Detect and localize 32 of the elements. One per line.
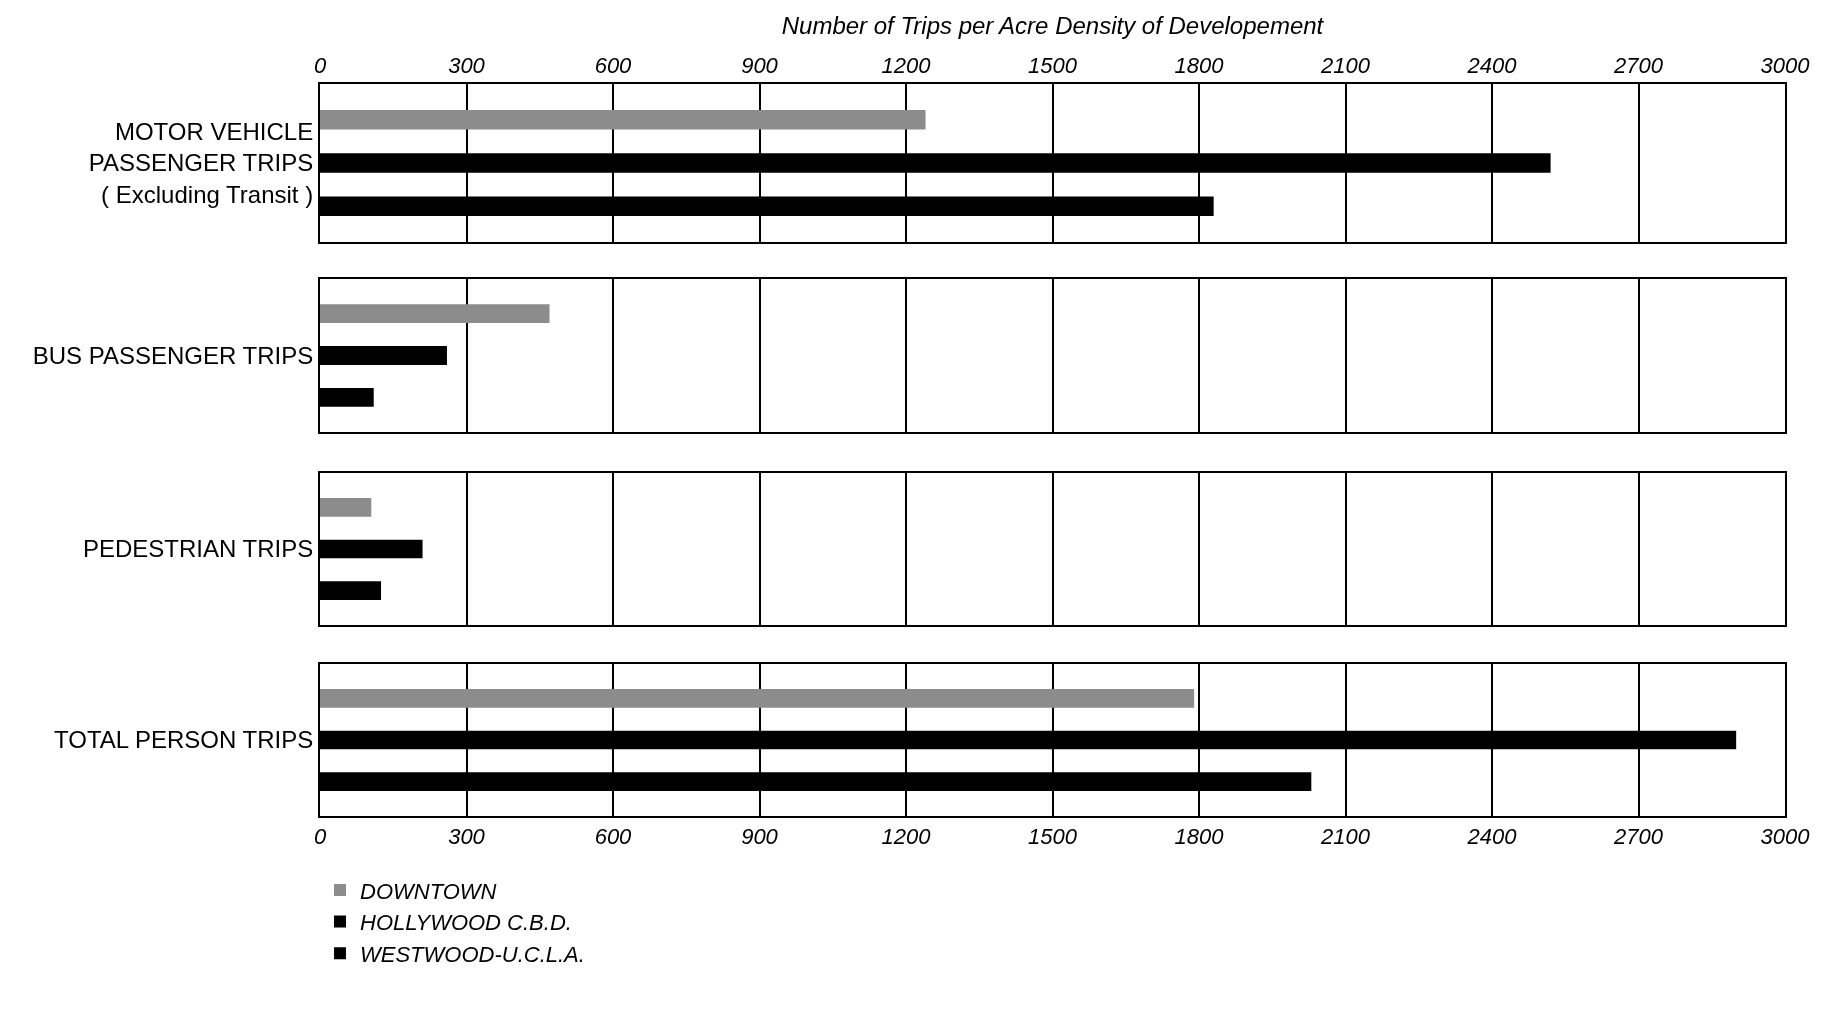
x-tick-label: 1200 (881, 824, 932, 850)
x-tick-label: 2700 (1613, 824, 1664, 850)
x-tick-label: 600 (594, 824, 633, 850)
bar (320, 110, 926, 130)
y-tick-label: BUS PASSENGER TRIPS (32, 341, 314, 369)
x-tick-label: 1800 (1174, 53, 1225, 79)
legend-label: WESTWOOD-U.C.L.A. (360, 941, 585, 967)
y-tick-label: TOTAL PERSON TRIPS (54, 726, 314, 754)
legend-label: DOWNTOWN (360, 878, 497, 904)
x-tick-label: 1200 (881, 53, 932, 79)
x-tick-label: 300 (448, 824, 486, 850)
x-tick-label: 0 (313, 53, 327, 79)
x-tick-label: 0 (313, 824, 327, 850)
x-tick-label: 600 (594, 53, 633, 79)
x-tick-label: 1500 (1028, 824, 1078, 850)
x-tick-label: 3000 (1760, 53, 1811, 79)
x-tick-label: 1500 (1028, 53, 1078, 79)
y-tick-label: MOTOR VEHICLE PASSENGER TRIPS ( Excluding Transit ) (88, 118, 314, 208)
x-tick-label: 2400 (1466, 53, 1518, 79)
bar (320, 689, 1195, 708)
x-tick-label: 1800 (1174, 824, 1225, 850)
x-tick-label: 900 (741, 824, 779, 850)
legend-label: HOLLYWOOD C.B.D. (360, 910, 572, 936)
x-tick-label: 2100 (1320, 824, 1371, 850)
x-tick-label: 2400 (1466, 824, 1518, 850)
x-tick-label: 2100 (1320, 53, 1371, 79)
x-tick-label: 2700 (1613, 53, 1664, 79)
x-tick-label: 300 (448, 53, 486, 79)
y-tick-label: PEDESTRIAN TRIPS (82, 535, 314, 563)
x-axis-title: Number of Trips per Acre Density of Developement (781, 11, 1325, 39)
x-tick-label: 3000 (1760, 824, 1811, 850)
x-tick-label: 900 (741, 53, 779, 79)
